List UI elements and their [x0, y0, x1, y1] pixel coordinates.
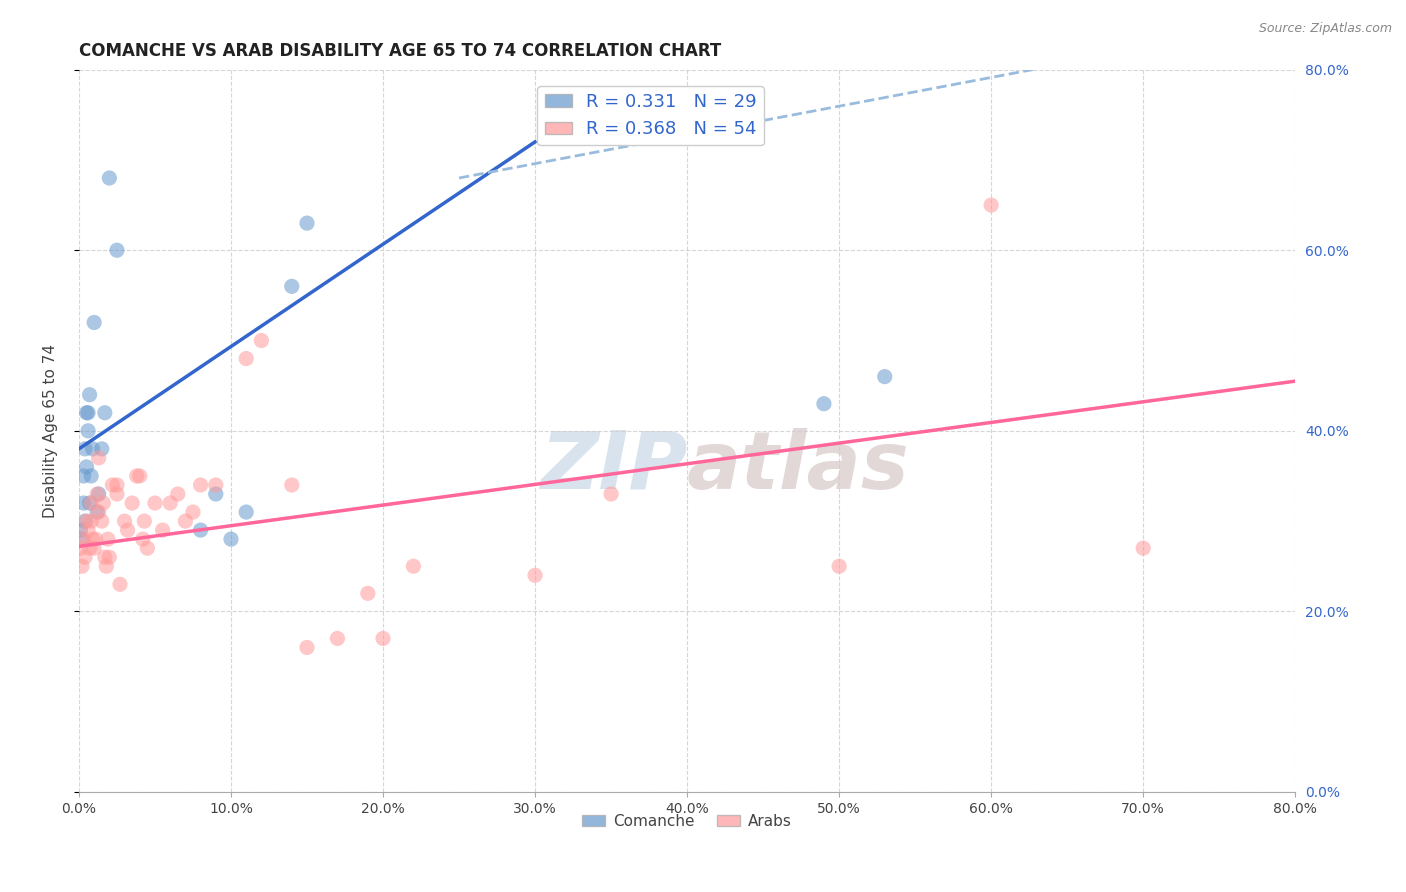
Point — [600, 487, 623, 501]
Point — [281, 478, 304, 492]
Point — [134, 514, 156, 528]
Point — [79, 387, 101, 401]
Legend: Comanche, Arabs: Comanche, Arabs — [576, 807, 797, 835]
Point — [204, 478, 226, 492]
Point — [94, 406, 117, 420]
Point — [235, 505, 257, 519]
Point — [73, 550, 96, 565]
Point — [77, 424, 100, 438]
Point — [828, 559, 851, 574]
Point — [108, 577, 131, 591]
Point — [105, 487, 128, 501]
Point — [87, 505, 110, 519]
Point — [166, 487, 188, 501]
Point — [281, 279, 304, 293]
Point — [402, 559, 425, 574]
Point — [98, 171, 121, 186]
Text: ZIP: ZIP — [540, 428, 688, 506]
Point — [82, 442, 104, 456]
Point — [125, 469, 148, 483]
Point — [114, 514, 136, 528]
Point — [295, 640, 318, 655]
Point — [524, 568, 547, 582]
Point — [72, 532, 94, 546]
Point — [77, 406, 100, 420]
Point — [77, 523, 100, 537]
Point — [97, 532, 120, 546]
Point — [813, 397, 835, 411]
Point — [174, 514, 197, 528]
Point — [181, 505, 204, 519]
Point — [87, 450, 110, 465]
Point — [80, 496, 103, 510]
Point — [80, 469, 103, 483]
Point — [152, 523, 174, 537]
Point — [70, 532, 93, 546]
Point — [128, 469, 150, 483]
Point — [86, 505, 108, 519]
Point — [136, 541, 159, 556]
Point — [76, 514, 98, 528]
Point — [90, 442, 112, 456]
Point — [357, 586, 380, 600]
Point — [90, 514, 112, 528]
Point — [117, 523, 139, 537]
Point — [204, 487, 226, 501]
Text: atlas: atlas — [688, 428, 910, 506]
Point — [219, 532, 242, 546]
Text: COMANCHE VS ARAB DISABILITY AGE 65 TO 74 CORRELATION CHART: COMANCHE VS ARAB DISABILITY AGE 65 TO 74… — [79, 42, 721, 60]
Point — [72, 496, 94, 510]
Point — [159, 496, 181, 510]
Point — [84, 532, 107, 546]
Point — [72, 469, 94, 483]
Point — [132, 532, 155, 546]
Point — [873, 369, 896, 384]
Point — [69, 523, 91, 537]
Point — [295, 216, 318, 230]
Point — [73, 442, 96, 456]
Point — [87, 487, 110, 501]
Point — [76, 406, 98, 420]
Point — [96, 559, 118, 574]
Point — [105, 244, 128, 258]
Point — [79, 496, 101, 510]
Point — [76, 459, 98, 474]
Text: Source: ZipAtlas.com: Source: ZipAtlas.com — [1258, 22, 1392, 36]
Point — [83, 315, 105, 329]
Point — [73, 514, 96, 528]
Point — [82, 532, 104, 546]
Point — [98, 550, 121, 565]
Point — [190, 478, 212, 492]
Point — [83, 541, 105, 556]
Point — [250, 334, 273, 348]
Point — [101, 478, 124, 492]
Point — [79, 541, 101, 556]
Point — [70, 559, 93, 574]
Point — [94, 550, 117, 565]
Point — [980, 198, 1002, 212]
Point — [143, 496, 166, 510]
Point — [371, 632, 394, 646]
Y-axis label: Disability Age 65 to 74: Disability Age 65 to 74 — [44, 343, 58, 517]
Point — [69, 541, 91, 556]
Point — [105, 478, 128, 492]
Point — [326, 632, 349, 646]
Point — [235, 351, 257, 366]
Point — [91, 496, 114, 510]
Point — [190, 523, 212, 537]
Point — [80, 514, 103, 528]
Point — [86, 487, 108, 501]
Point — [1132, 541, 1154, 556]
Point — [121, 496, 143, 510]
